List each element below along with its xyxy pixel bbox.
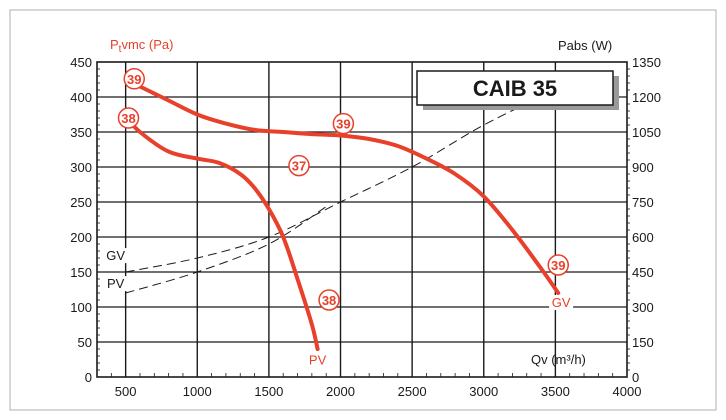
- y-right-tick-label: 900: [632, 160, 654, 175]
- y-left-tick-label: 300: [70, 160, 92, 175]
- annotation-label: 37: [292, 159, 306, 174]
- annotation-circle: [123, 68, 145, 90]
- curve-label-bg: [305, 352, 330, 368]
- y-right-tick-label: 300: [632, 300, 654, 315]
- annotation-badge: 37: [288, 154, 310, 177]
- grid-lines: [96, 61, 628, 378]
- y-right-axis-title: Pabs (W): [558, 38, 612, 53]
- annotation-label: 38: [322, 293, 336, 308]
- curve-label: GV: [552, 295, 571, 310]
- pressure-curve-gv: [130, 81, 561, 295]
- annotation-label: 39: [551, 258, 565, 273]
- annotation-badge: 38: [318, 289, 340, 311]
- plot-area: [96, 61, 628, 378]
- curve-label-bg: [103, 276, 128, 292]
- y-left-axis-title: Ptvmc (Pa): [110, 37, 173, 55]
- annotation-label: 38: [121, 111, 135, 126]
- y-left-tick-label: 350: [70, 125, 92, 140]
- annotation-circle: [547, 254, 569, 276]
- x-tick-label: 3500: [541, 384, 570, 399]
- curve-label-bg: [103, 248, 128, 264]
- x-tick-label: 500: [115, 384, 137, 399]
- y-left-tick-label: 400: [70, 90, 92, 105]
- pressure-curves: [123, 81, 561, 351]
- y-right-tick-label: 1350: [632, 55, 661, 70]
- annotation-circle: [117, 107, 140, 129]
- annotation-badge: 38: [117, 107, 140, 129]
- y-left-tick-label: 0: [85, 370, 92, 385]
- y-right-tick-label: 1200: [632, 90, 661, 105]
- x-tick-label: 1000: [183, 384, 212, 399]
- annotation-badge: 39: [547, 254, 569, 276]
- x-tick-label: 2500: [398, 384, 427, 399]
- y-right-tick-label: 600: [632, 230, 654, 245]
- annotation-label: 39: [127, 72, 141, 87]
- y-right-tick-label: 450: [632, 265, 654, 280]
- y-left-tick-label: 450: [70, 55, 92, 70]
- y-right-tick-label: 150: [632, 335, 654, 350]
- curve-labels: GV PV GV PV: [103, 248, 574, 368]
- y-left-tick-label: 150: [70, 265, 92, 280]
- annotation-circle: [318, 289, 340, 311]
- x-axis-title: Qv (m³/h): [531, 352, 586, 367]
- y-right-tick-label: 1050: [632, 125, 661, 140]
- x-tick-label: 1500: [254, 384, 283, 399]
- x-tick-label: 3000: [469, 384, 498, 399]
- model-title-box: CAIB 35: [416, 70, 619, 110]
- power-curve-gv: [125, 89, 556, 273]
- y-left-tick-label: 250: [70, 195, 92, 210]
- curve-label: PV: [107, 276, 125, 291]
- x-tick-label: 2000: [326, 384, 355, 399]
- pressure-curve-pv: [123, 114, 320, 351]
- curve-label: GV: [106, 248, 125, 263]
- x-tick-label: 4000: [613, 384, 642, 399]
- model-title: CAIB 35: [473, 76, 557, 101]
- annotations: 39 39 39 38 38 37: [117, 68, 569, 311]
- y-left-tick-label: 50: [78, 335, 92, 350]
- power-curves: [125, 89, 556, 294]
- annotation-label: 39: [336, 117, 350, 132]
- annotation-circle: [288, 154, 310, 177]
- curve-label: PV: [309, 352, 327, 367]
- y-right-tick-label: 750: [632, 195, 654, 210]
- axis-ticks: 0 50 100 150 200 250 300 350 400 450 0 150 300 450 600…: [70, 55, 661, 399]
- y-left-tick-label: 200: [70, 230, 92, 245]
- chart-frame: [9, 9, 717, 411]
- annotation-circle: [332, 112, 355, 135]
- y-right-tick-label: 0: [632, 370, 639, 385]
- y-left-tick-label: 100: [70, 300, 92, 315]
- annotation-badge: 39: [332, 112, 355, 135]
- curve-label-bg: [549, 295, 574, 310]
- power-curve-pv: [125, 206, 327, 294]
- annotation-badge: 39: [123, 68, 145, 90]
